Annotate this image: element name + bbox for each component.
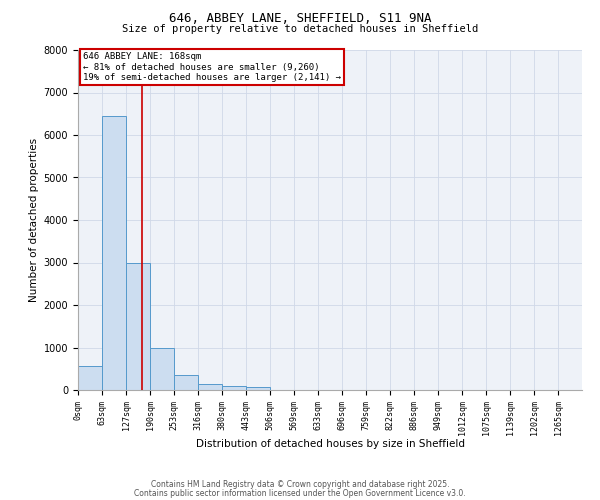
Bar xyxy=(126,262,150,390)
Bar xyxy=(150,348,174,390)
X-axis label: Distribution of detached houses by size in Sheffield: Distribution of detached houses by size … xyxy=(196,439,464,449)
Bar xyxy=(102,116,126,390)
Text: Contains public sector information licensed under the Open Government Licence v3: Contains public sector information licen… xyxy=(134,490,466,498)
Bar xyxy=(222,386,246,390)
Text: Size of property relative to detached houses in Sheffield: Size of property relative to detached ho… xyxy=(122,24,478,34)
Bar xyxy=(78,366,102,390)
Bar xyxy=(174,375,198,390)
Text: Contains HM Land Registry data © Crown copyright and database right 2025.: Contains HM Land Registry data © Crown c… xyxy=(151,480,449,489)
Bar xyxy=(198,384,222,390)
Y-axis label: Number of detached properties: Number of detached properties xyxy=(29,138,40,302)
Text: 646, ABBEY LANE, SHEFFIELD, S11 9NA: 646, ABBEY LANE, SHEFFIELD, S11 9NA xyxy=(169,12,431,26)
Bar xyxy=(246,387,270,390)
Text: 646 ABBEY LANE: 168sqm
← 81% of detached houses are smaller (9,260)
19% of semi-: 646 ABBEY LANE: 168sqm ← 81% of detached… xyxy=(83,52,341,82)
